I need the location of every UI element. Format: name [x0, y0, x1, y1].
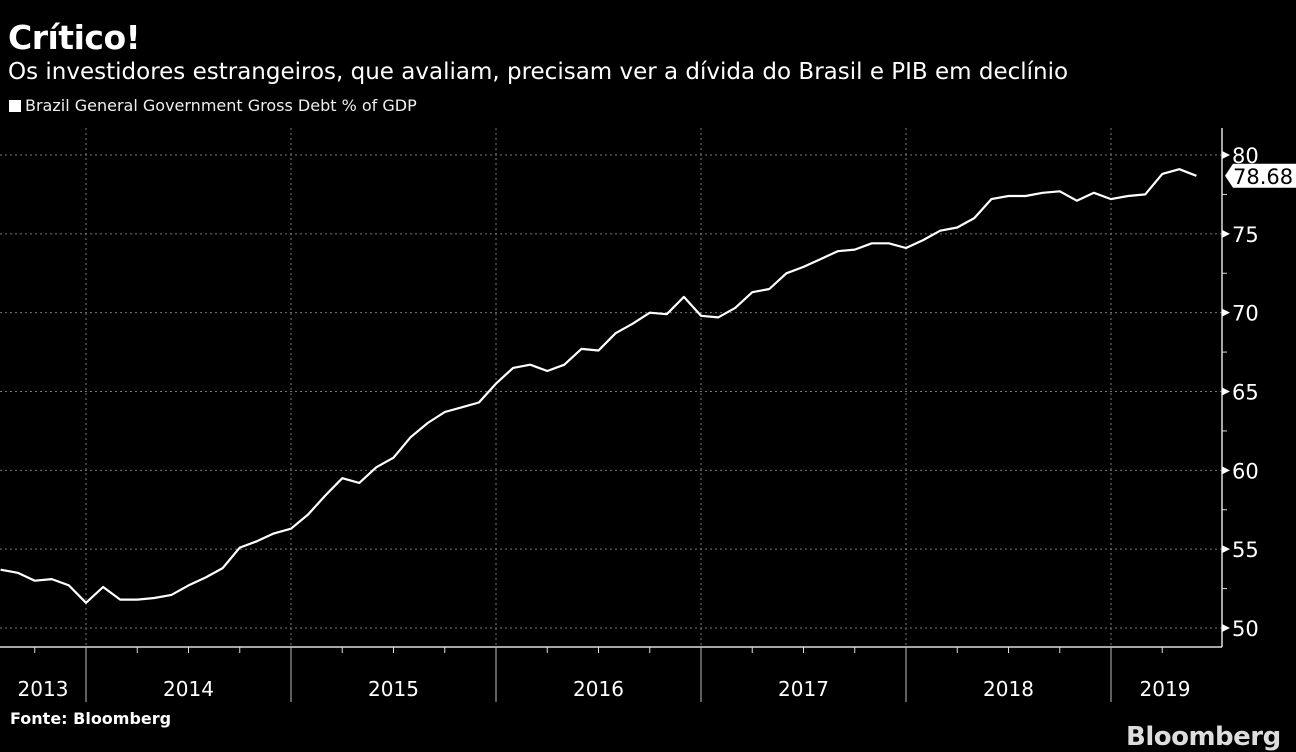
- y-tick-marker: [1222, 388, 1230, 396]
- x-axis-ticks: 2013 2014 2015 2016 2017 2018 2019: [18, 647, 1191, 702]
- y-tick-label: 60: [1232, 459, 1259, 483]
- last-value-text: 78.68: [1233, 165, 1293, 189]
- x-tick-label: 2016: [573, 677, 624, 701]
- y-tick-marker: [1222, 230, 1230, 238]
- axes: [0, 128, 1222, 647]
- source-note: Fonte: Bloomberg: [10, 709, 171, 728]
- y-tick-marker: [1222, 624, 1230, 632]
- y-tick-label: 65: [1232, 381, 1259, 405]
- bloomberg-logo: Bloomberg: [1126, 722, 1281, 752]
- x-tick-label: 2013: [18, 677, 69, 701]
- last-value-callout: 78.68: [1225, 164, 1296, 189]
- x-tick-label: 2017: [778, 677, 829, 701]
- series-group: [0, 169, 1196, 603]
- y-tick-label: 50: [1232, 617, 1259, 641]
- x-tick-label: 2015: [368, 677, 419, 701]
- grid: [0, 128, 1222, 647]
- x-tick-label: 2019: [1140, 677, 1191, 701]
- y-tick-marker: [1222, 309, 1230, 317]
- series-line: [1, 169, 1197, 603]
- y-tick-marker: [1222, 466, 1230, 474]
- y-tick-label: 55: [1232, 538, 1259, 562]
- y-tick-marker: [1222, 151, 1230, 159]
- x-tick-label: 2018: [983, 677, 1034, 701]
- y-tick-label: 75: [1232, 223, 1259, 247]
- y-tick-label: 70: [1232, 302, 1259, 326]
- x-tick-label: 2014: [163, 677, 214, 701]
- y-tick-marker: [1222, 545, 1230, 553]
